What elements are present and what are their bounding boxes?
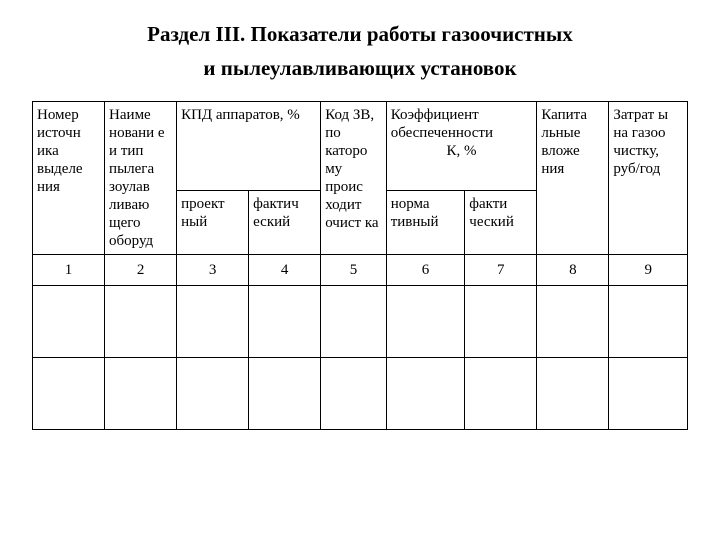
- header-zv-code: Код ЗВ, по каторо му проис ходит очист к…: [321, 102, 387, 255]
- cell: [609, 286, 688, 358]
- colnum-7: 7: [465, 255, 537, 286]
- colnum-9: 9: [609, 255, 688, 286]
- colnum-2: 2: [105, 255, 177, 286]
- cell: [465, 286, 537, 358]
- cell: [609, 358, 688, 430]
- cell: [321, 358, 387, 430]
- cell: [386, 286, 465, 358]
- header-coefficient-l1: Коэффициент обеспеченности: [391, 107, 493, 141]
- cell: [537, 286, 609, 358]
- header-costs: Затрат ы на газоо чистку, руб/год: [609, 102, 688, 255]
- header-coef-norm: норма тивный: [386, 191, 465, 255]
- document-page: Раздел III. Показатели работы газоочистн…: [0, 0, 720, 430]
- indicators-table: Номер источн ика выделе ния Наиме новани…: [32, 101, 688, 430]
- header-kpd-design: проект ный: [177, 191, 249, 255]
- cell: [33, 358, 105, 430]
- cell: [105, 286, 177, 358]
- cell: [386, 358, 465, 430]
- cell: [105, 358, 177, 430]
- cell: [177, 358, 249, 430]
- header-kpd-actual: фактич еский: [249, 191, 321, 255]
- cell: [465, 358, 537, 430]
- colnum-4: 4: [249, 255, 321, 286]
- colnum-1: 1: [33, 255, 105, 286]
- header-capital: Капита льные вложе ния: [537, 102, 609, 255]
- header-coefficient-l2: К, %: [391, 142, 533, 160]
- column-number-row: 1 2 3 4 5 6 7 8 9: [33, 255, 688, 286]
- colnum-3: 3: [177, 255, 249, 286]
- title-line-1: Раздел III. Показатели работы газоочистн…: [147, 22, 573, 46]
- colnum-6: 6: [386, 255, 465, 286]
- header-coef-actual: факти ческий: [465, 191, 537, 255]
- cell: [177, 286, 249, 358]
- data-row-1: [33, 286, 688, 358]
- colnum-5: 5: [321, 255, 387, 286]
- header-row-1: Номер источн ика выделе ния Наиме новани…: [33, 102, 688, 191]
- colnum-8: 8: [537, 255, 609, 286]
- header-coefficient: Коэффициент обеспеченности К, %: [386, 102, 537, 191]
- title-line-2: и пылеулавливающих установок: [203, 56, 516, 80]
- header-source-number: Номер источн ика выделе ния: [33, 102, 105, 255]
- cell: [249, 286, 321, 358]
- header-kpd: КПД аппаратов, %: [177, 102, 321, 191]
- header-equipment-name: Наиме новани е и тип пылега зоулав ливаю…: [105, 102, 177, 255]
- cell: [321, 286, 387, 358]
- cell: [537, 358, 609, 430]
- cell: [33, 286, 105, 358]
- cell: [249, 358, 321, 430]
- section-title: Раздел III. Показатели работы газоочистн…: [32, 18, 688, 85]
- data-row-2: [33, 358, 688, 430]
